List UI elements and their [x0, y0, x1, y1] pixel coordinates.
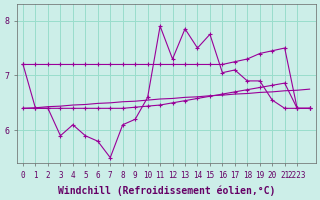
X-axis label: Windchill (Refroidissement éolien,°C): Windchill (Refroidissement éolien,°C)	[58, 185, 275, 196]
